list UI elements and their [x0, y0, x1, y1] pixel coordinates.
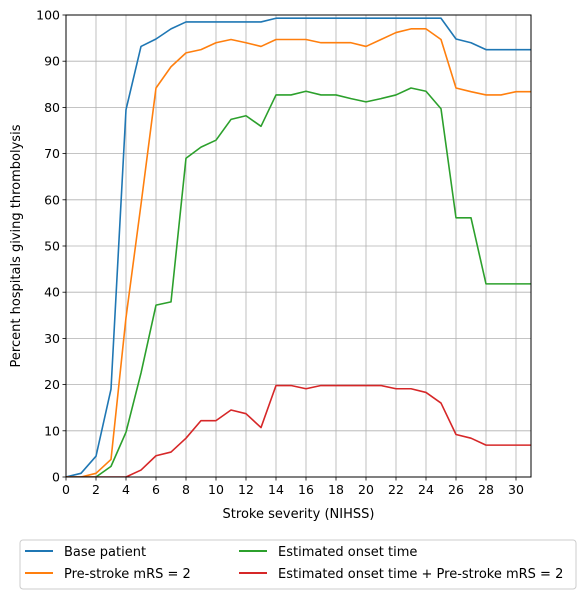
- x-tick-label: 8: [182, 482, 190, 497]
- x-tick-label: 26: [448, 482, 464, 497]
- axis-ticks: 0 2 4 6 8 10 12 14 16 18 20 22 24 26 28 300102030405060…: [36, 8, 524, 498]
- x-axis-label: Stroke severity (NIHSS): [223, 507, 375, 522]
- x-tick-label: 0: [62, 482, 70, 497]
- x-tick-label: 30: [508, 482, 524, 497]
- x-tick-label: 20: [358, 482, 374, 497]
- x-tick-label: 2: [92, 482, 100, 497]
- y-tick-label: 90: [44, 54, 60, 69]
- x-tick-label: 4: [122, 482, 130, 497]
- x-tick-label: 18: [328, 482, 344, 497]
- y-tick-label: 20: [44, 377, 60, 392]
- x-tick-label: 14: [268, 482, 284, 497]
- x-tick-label: 12: [238, 482, 254, 497]
- series-line-2: [66, 87, 531, 477]
- y-tick-label: 70: [44, 146, 60, 161]
- series-line-3: [66, 384, 531, 477]
- series-line-1: [66, 28, 531, 477]
- y-tick-label: 50: [44, 239, 60, 254]
- x-tick-label: 28: [478, 482, 494, 497]
- y-tick-label: 100: [36, 8, 60, 23]
- y-tick-label: 40: [44, 285, 60, 300]
- legend-box: [19, 539, 577, 590]
- y-tick-label: 80: [44, 100, 60, 115]
- legend: Base patient Pre-stroke mRS = 2 Estimate…: [19, 539, 577, 590]
- y-axis-label: Percent hospitals giving thrombolysis: [9, 124, 24, 367]
- series-line-0: [66, 17, 531, 477]
- y-tick-label: 30: [44, 331, 60, 346]
- x-tick-label: 6: [152, 482, 160, 497]
- y-tick-label: 60: [44, 192, 60, 207]
- legend-label-onset-time-plus-mrs-2: Estimated onset time + Pre-stroke mRS = …: [278, 567, 563, 582]
- y-tick-label: 10: [44, 423, 60, 438]
- legend-label-base-patient: Base patient: [64, 545, 146, 560]
- x-tick-label: 10: [208, 482, 224, 497]
- x-tick-label: 16: [298, 482, 314, 497]
- series-lines: [66, 17, 531, 477]
- x-tick-label: 22: [388, 482, 404, 497]
- x-tick-label: 24: [418, 482, 434, 497]
- legend-label-estimated-onset-time: Estimated onset time: [278, 545, 417, 560]
- legend-label-pre-stroke-mrs-2: Pre-stroke mRS = 2: [64, 567, 191, 582]
- y-tick-label: 0: [52, 470, 60, 485]
